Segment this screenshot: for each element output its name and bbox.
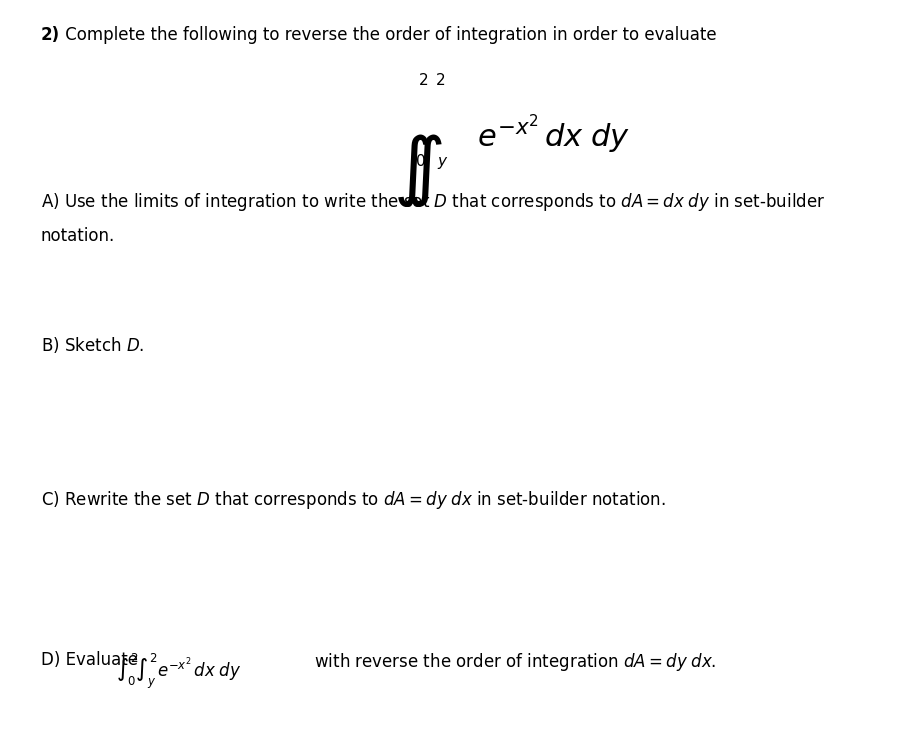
Text: $\int \!\!\! \int$: $\int \!\!\! \int$ [394, 132, 443, 210]
Text: $0 \;\;\; y$: $0 \;\;\; y$ [415, 152, 448, 171]
Text: 2): 2) [41, 26, 60, 43]
Text: notation.: notation. [41, 227, 115, 244]
Text: D) Evaluate: D) Evaluate [41, 651, 143, 669]
Text: B) Sketch $D$.: B) Sketch $D$. [41, 335, 145, 355]
Text: $2 \;\; 2$: $2 \;\; 2$ [418, 72, 445, 88]
Text: with reverse the order of integration $dA = dy\;dx$.: with reverse the order of integration $d… [309, 651, 716, 673]
Text: C) Rewrite the set $D$ that corresponds to $dA = dy\;dx$ in set-builder notation: C) Rewrite the set $D$ that corresponds … [41, 489, 666, 512]
Text: Complete the following to reverse the order of integration in order to evaluate: Complete the following to reverse the or… [60, 26, 716, 43]
Text: $e^{-x^2}\, dx\; dy$: $e^{-x^2}\, dx\; dy$ [477, 113, 630, 156]
Text: $\int_0^2 \!\int_y^2 e^{-x^2}\, dx\; dy$: $\int_0^2 \!\int_y^2 e^{-x^2}\, dx\; dy$ [116, 651, 242, 690]
Text: A) Use the limits of integration to write the set $D$ that corresponds to $dA = : A) Use the limits of integration to writ… [41, 191, 825, 213]
